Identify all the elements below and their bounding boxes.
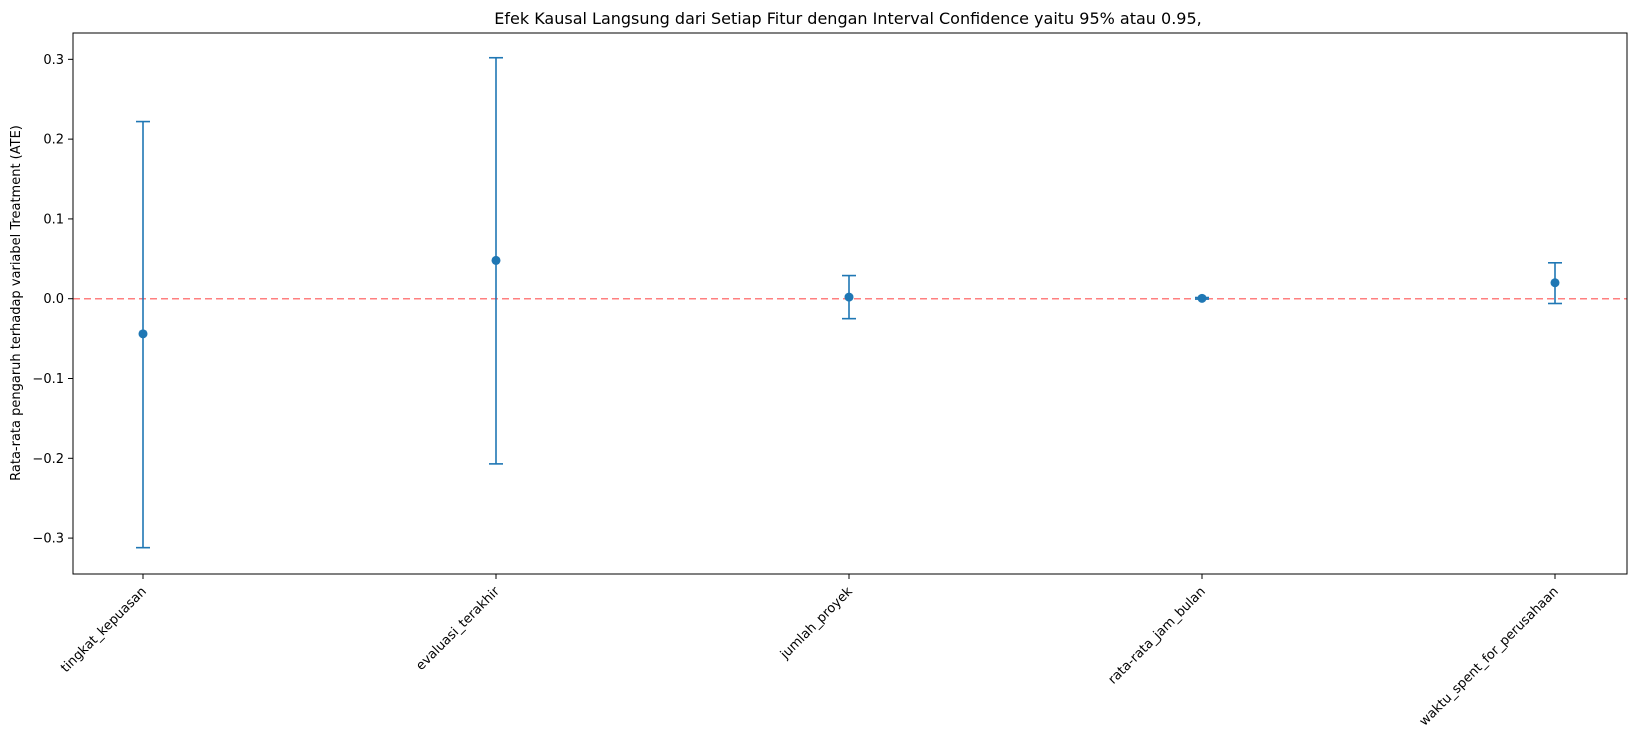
plot-frame [72,32,1628,575]
data-point [491,255,501,265]
y-tick-label: −0.2 [32,452,64,467]
data-point [1197,293,1207,303]
data-point [138,329,148,339]
y-tick-label: 0.2 [43,133,64,148]
data-point [1550,278,1560,288]
y-tick-label: 0.3 [43,53,64,68]
y-tick-label: 0.0 [43,292,64,307]
y-tick-label: −0.1 [32,372,64,387]
data-point [844,292,854,302]
y-tick-label: 0.1 [43,212,64,227]
y-axis-label: Rata-rata pengaruh terhadap variabel Tre… [9,125,24,481]
y-tick-label: −0.3 [32,532,64,547]
chart-title: Efek Kausal Langsung dari Setiap Fitur d… [494,9,1201,28]
